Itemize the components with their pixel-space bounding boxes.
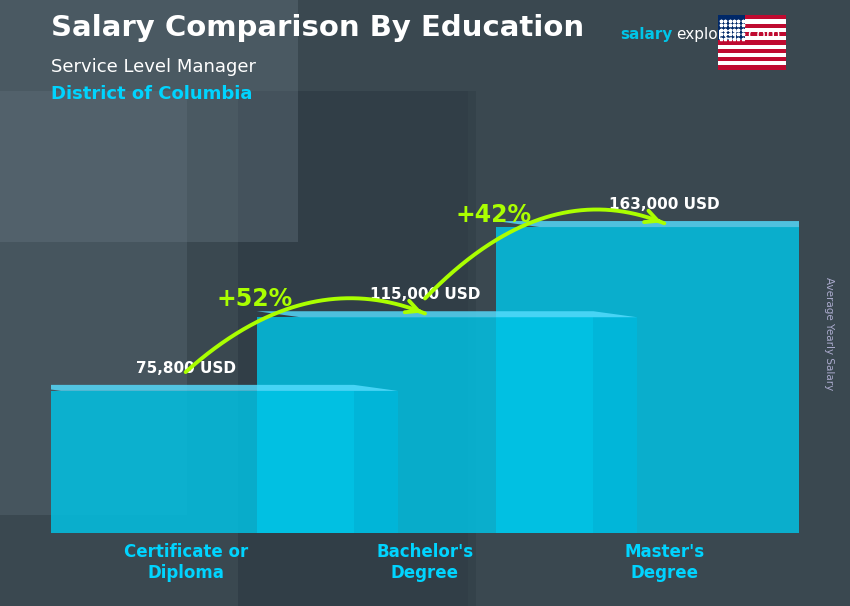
Text: .com: .com — [744, 27, 781, 42]
Text: Average Yearly Salary: Average Yearly Salary — [824, 277, 834, 390]
Text: +42%: +42% — [456, 203, 531, 227]
Text: Salary Comparison By Education: Salary Comparison By Education — [51, 15, 584, 42]
Bar — [718, 48, 786, 53]
Polygon shape — [833, 227, 850, 533]
Bar — [718, 53, 786, 57]
Polygon shape — [354, 391, 398, 533]
Bar — [0, 91, 187, 515]
Text: 163,000 USD: 163,000 USD — [609, 197, 720, 212]
Bar — [496, 227, 833, 533]
Text: salary: salary — [620, 27, 673, 42]
Bar — [718, 65, 786, 70]
Text: explorer: explorer — [676, 27, 740, 42]
Bar — [718, 41, 786, 44]
Polygon shape — [593, 318, 637, 533]
Bar — [257, 318, 593, 533]
Bar — [718, 15, 745, 41]
Text: +52%: +52% — [216, 287, 292, 311]
Polygon shape — [17, 385, 398, 391]
Text: Service Level Manager: Service Level Manager — [51, 58, 256, 76]
Bar — [17, 391, 354, 533]
Bar — [718, 19, 786, 24]
Text: 75,800 USD: 75,800 USD — [136, 361, 235, 376]
Bar — [718, 24, 786, 28]
Text: 115,000 USD: 115,000 USD — [370, 287, 480, 302]
Polygon shape — [496, 221, 850, 227]
Text: District of Columbia: District of Columbia — [51, 85, 252, 103]
Bar — [718, 44, 786, 48]
Bar — [0, 0, 298, 242]
Bar — [718, 61, 786, 65]
Bar — [238, 91, 476, 606]
Polygon shape — [257, 311, 637, 318]
Bar — [718, 28, 786, 32]
Bar — [718, 32, 786, 36]
Bar — [718, 57, 786, 61]
Bar — [468, 0, 850, 606]
Bar — [718, 15, 786, 19]
Bar — [718, 36, 786, 41]
